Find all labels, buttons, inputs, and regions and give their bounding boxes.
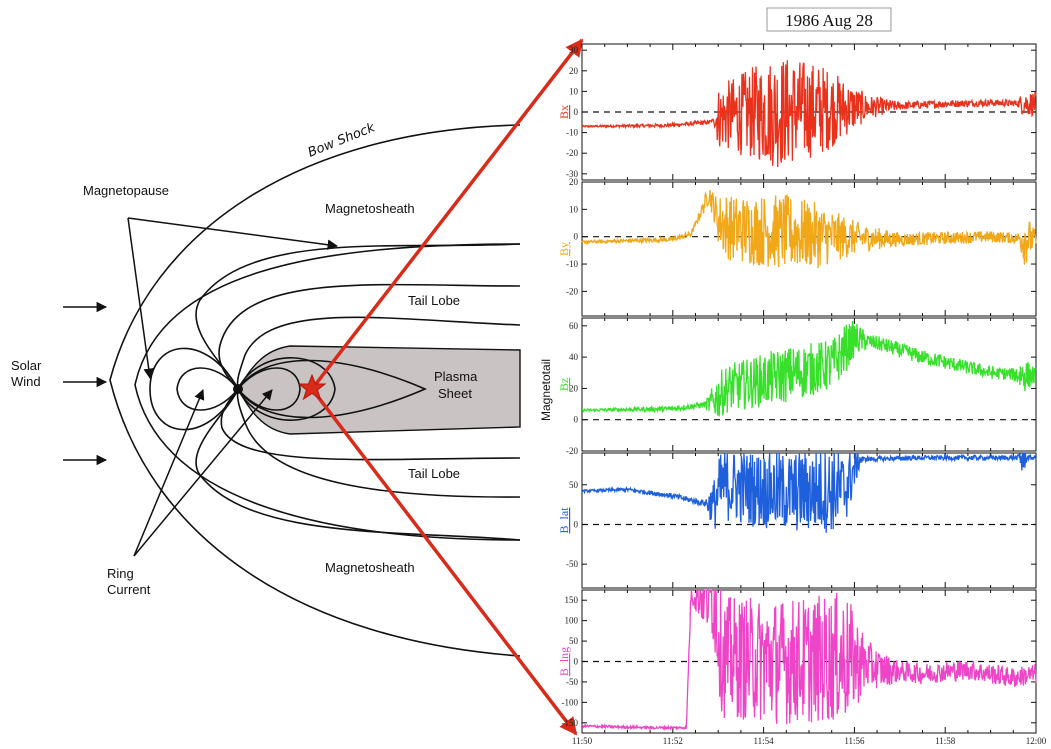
x-tick-label: 11:50 [572,736,593,746]
x-tick-label: 11:54 [754,736,775,746]
y-tick-label: 10 [569,86,579,96]
x-tick-label: 12:00 [1026,736,1047,746]
tail-lobe-top-label: Tail Lobe [408,293,460,308]
y-tick-label: -20 [566,286,578,296]
bow-shock-line [109,124,521,657]
x-tick-label: 11:56 [844,736,865,746]
field-line [195,243,521,390]
y-tick-label: 0 [574,232,579,242]
dipole-loop-left-outer [149,347,239,431]
series-line-bz [581,320,1037,417]
plasma-sheet-inner-line [237,359,428,419]
ring-current-label: Ring [107,566,134,581]
y-tick-label: 20 [569,383,579,393]
panel-label: Bx [557,105,571,119]
y-tick-label: 10 [569,204,579,214]
y-tick-label: 60 [569,321,579,331]
plasma-sheet-label: Sheet [438,386,472,401]
y-tick-label: -20 [566,148,578,158]
y-tick-label: -10 [566,128,578,138]
y-tick-label: 0 [574,657,579,667]
dipole-loop-left [176,367,239,411]
panel-label: B_lng [557,647,571,676]
y-tick-label: -100 [562,697,579,707]
solar-wind-label: Solar [11,358,42,373]
y-tick-label: -150 [562,718,579,728]
field-line [236,388,521,498]
magnetopause-line [134,243,521,541]
field-line [236,316,521,390]
dipole-loop-right [237,367,301,411]
time-series-panels: 3020100-10-20-30Bx20100-10-20By6040200-2… [557,43,1047,746]
chart-title-box: 1986 Aug 28 [766,7,892,32]
panel-bz: 60 40 20 0 -20 Bz [557,317,1037,456]
x-tick-label: 11:52 [663,736,683,746]
magnetopause-pointer [127,217,154,380]
panel-label: B_lat [557,507,571,534]
plasma-sheet-region [237,345,521,435]
connector-arrow-bottom [310,387,578,736]
series-line-bx [581,60,1037,168]
magnetopause-label: Magnetopause [83,183,169,198]
ring-current-pointer [133,389,205,557]
plasma-sheet-label: Plasma [434,369,478,384]
y-tick-label: -50 [566,559,578,569]
y-tick-label: -10 [566,259,578,269]
y-tick-label: 50 [569,480,579,490]
ring-current-label: Current [107,582,151,597]
panel-by: 20 10 0 -10 -20 By [557,177,1037,317]
y-tick-label: -50 [566,677,578,687]
panel-label: Bz [557,378,571,391]
ring-current-pointer [133,389,273,557]
earth-icon [233,384,243,394]
tail-lobe-bottom-label: Tail Lobe [408,466,460,481]
y-tick-label: 20 [569,66,579,76]
panel-bx: 30 20 10 0 -10 -20 -30 Bx [557,43,1037,181]
series-line-blong [581,589,1037,732]
y-tick-label: -30 [566,169,578,179]
spacecraft-star-icon [297,373,327,401]
magnetosheath-top-label: Magnetosheath [325,201,415,216]
y-tick-label: 40 [569,352,579,362]
series-line-by [581,189,1037,269]
y-tick-label: 20 [569,177,579,187]
solar-wind-label: Wind [11,374,41,389]
connector-arrow-top [310,38,584,391]
y-tick-label: 0 [574,415,579,425]
y-tick-label: 50 [569,636,579,646]
x-tick-label: 11:58 [935,736,956,746]
y-tick-label: 30 [569,45,579,55]
magnetopause-pointer [127,217,339,250]
panel-label: By [557,242,571,256]
y-axis-title: Magnetotail [539,359,553,421]
magnetosphere-diagram: Bow Shock Magnetopause Magnetosheath Tai… [11,38,584,736]
chart-title: 1986 Aug 28 [785,11,873,30]
series-line-btot [581,452,1037,533]
magnetosheath-bottom-label: Magnetosheath [325,560,415,575]
panel-btot: 50 0 -50 B_lat [557,452,1037,589]
field-line [218,283,521,390]
y-tick-label: 0 [574,107,579,117]
y-tick-label: 150 [565,595,579,605]
field-line [195,388,521,541]
panel-frame [581,317,1037,452]
panel-blong: 150 100 50 0 -50 -100 -150 B_lng [557,589,1037,734]
y-tick-label: -20 [566,446,578,456]
panel-frame [581,181,1037,317]
y-tick-label: 0 [574,519,579,529]
dipole-loop-right-outer [237,357,336,421]
y-tick-label: 100 [565,616,579,626]
